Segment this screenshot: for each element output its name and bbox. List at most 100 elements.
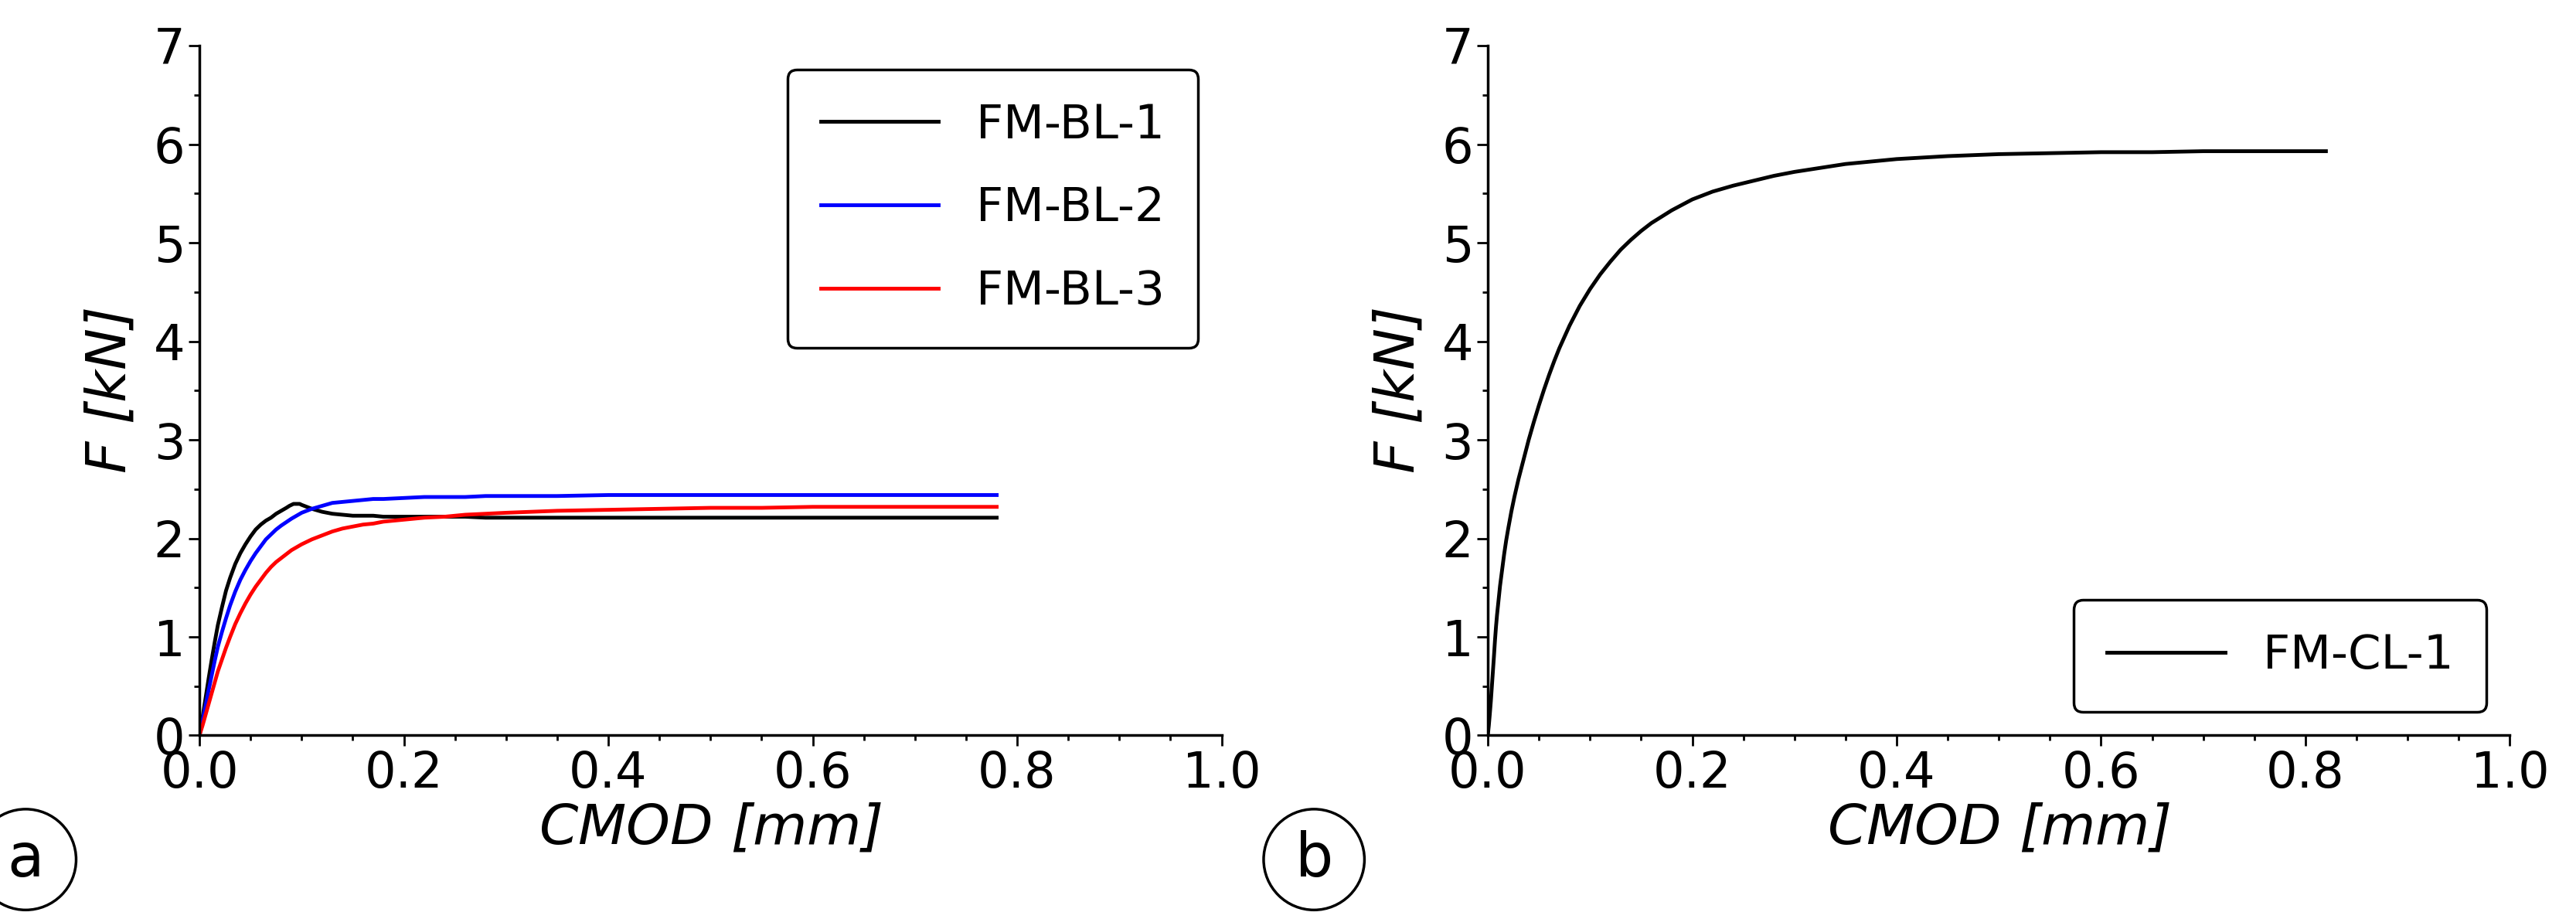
FM-BL-1	[327, 509, 358, 520]
FM-BL-3	[188, 720, 219, 732]
FM-BL-3	[389, 514, 420, 525]
FM-BL-3	[229, 598, 260, 609]
FM-BL-3	[981, 502, 1012, 513]
FM-BL-2	[899, 490, 930, 501]
FM-BL-3	[358, 518, 389, 529]
FM-BL-3	[796, 502, 827, 513]
FM-BL-1	[981, 512, 1012, 523]
FM-BL-2	[348, 494, 379, 505]
FM-BL-3	[206, 654, 237, 665]
FM-BL-2	[219, 586, 250, 597]
FM-BL-3	[214, 631, 245, 642]
FM-BL-2	[848, 490, 878, 501]
Legend: FM-BL-1, FM-BL-2, FM-BL-3: FM-BL-1, FM-BL-2, FM-BL-3	[788, 70, 1198, 348]
FM-BL-2	[198, 655, 229, 666]
FM-BL-2	[193, 685, 224, 696]
FM-BL-3	[489, 507, 520, 518]
X-axis label: $\mathit{CMOD}$ [mm]: $\mathit{CMOD}$ [mm]	[1826, 802, 2172, 856]
FM-BL-3	[696, 503, 726, 514]
FM-BL-3	[193, 698, 224, 709]
FM-BL-3	[219, 618, 250, 630]
FM-BL-3	[348, 519, 379, 530]
FM-BL-3	[337, 521, 368, 532]
FM-BL-3	[204, 666, 234, 677]
FM-BL-2	[307, 500, 337, 511]
FM-BL-2	[981, 490, 1012, 501]
FM-BL-2	[188, 715, 219, 726]
FM-BL-2	[245, 540, 276, 551]
FM-BL-2	[696, 490, 726, 501]
FM-BL-1	[307, 506, 337, 517]
FM-BL-3	[471, 508, 502, 519]
FM-BL-2	[389, 493, 420, 504]
FM-BL-2	[317, 497, 348, 508]
FM-BL-3	[951, 502, 981, 513]
FM-BL-3	[296, 534, 327, 545]
FM-CL-1	[1584, 269, 1615, 280]
FM-BL-2	[276, 513, 307, 524]
FM-BL-2	[451, 492, 482, 503]
FM-BL-2	[286, 507, 317, 518]
FM-CL-1	[1615, 234, 1646, 245]
Line: FM-BL-2: FM-BL-2	[198, 495, 997, 735]
FM-BL-2	[644, 490, 675, 501]
FM-BL-2	[951, 490, 981, 501]
Text: b: b	[1296, 830, 1332, 889]
Legend: FM-CL-1: FM-CL-1	[2074, 600, 2486, 712]
FM-BL-2	[541, 491, 572, 502]
FM-BL-2	[191, 700, 222, 711]
FM-BL-2	[224, 574, 255, 585]
FM-BL-3	[276, 545, 307, 556]
FM-BL-1	[270, 503, 301, 514]
FM-BL-1	[183, 730, 214, 741]
FM-BL-1	[214, 573, 245, 584]
FM-BL-3	[368, 516, 399, 528]
FM-BL-3	[224, 607, 255, 618]
FM-BL-2	[234, 555, 265, 566]
Line: FM-BL-3: FM-BL-3	[198, 507, 997, 735]
FM-BL-2	[211, 613, 242, 624]
FM-BL-2	[240, 548, 270, 559]
FM-CL-1	[1595, 256, 1625, 267]
FM-BL-3	[848, 502, 878, 513]
FM-BL-3	[211, 642, 242, 653]
FM-BL-3	[191, 709, 222, 720]
FM-BL-3	[260, 557, 291, 568]
FM-BL-3	[255, 562, 286, 573]
FM-BL-2	[214, 600, 245, 611]
FM-BL-1	[337, 510, 368, 521]
FM-BL-2	[368, 494, 399, 505]
FM-BL-2	[358, 494, 389, 505]
FM-BL-2	[747, 490, 778, 501]
FM-CL-1	[2187, 146, 2218, 157]
FM-BL-2	[796, 490, 827, 501]
FM-BL-3	[430, 511, 461, 522]
FM-BL-2	[265, 520, 296, 531]
FM-CL-1	[2311, 146, 2342, 157]
FM-BL-3	[265, 552, 296, 563]
FM-CL-1	[1739, 176, 1770, 187]
FM-BL-3	[307, 530, 337, 541]
FM-BL-2	[592, 490, 623, 501]
FM-BL-2	[296, 504, 327, 515]
FM-BL-3	[541, 505, 572, 516]
FM-BL-2	[250, 534, 281, 545]
FM-BL-3	[451, 509, 482, 520]
FM-BL-2	[327, 496, 358, 507]
FM-BL-3	[592, 505, 623, 516]
FM-BL-3	[410, 512, 440, 523]
FM-BL-2	[196, 670, 227, 681]
FM-CL-1	[1492, 535, 1522, 546]
FM-BL-2	[255, 529, 286, 540]
FM-BL-2	[204, 641, 234, 652]
FM-BL-3	[234, 589, 265, 600]
Line: FM-BL-1: FM-BL-1	[198, 504, 997, 735]
FM-BL-3	[196, 687, 227, 698]
FM-BL-2	[183, 730, 214, 741]
FM-BL-2	[229, 564, 260, 575]
FM-BL-3	[250, 567, 281, 578]
FM-BL-3	[286, 539, 317, 550]
FM-BL-2	[337, 495, 368, 506]
Text: a: a	[8, 830, 44, 889]
FM-BL-2	[206, 627, 237, 638]
